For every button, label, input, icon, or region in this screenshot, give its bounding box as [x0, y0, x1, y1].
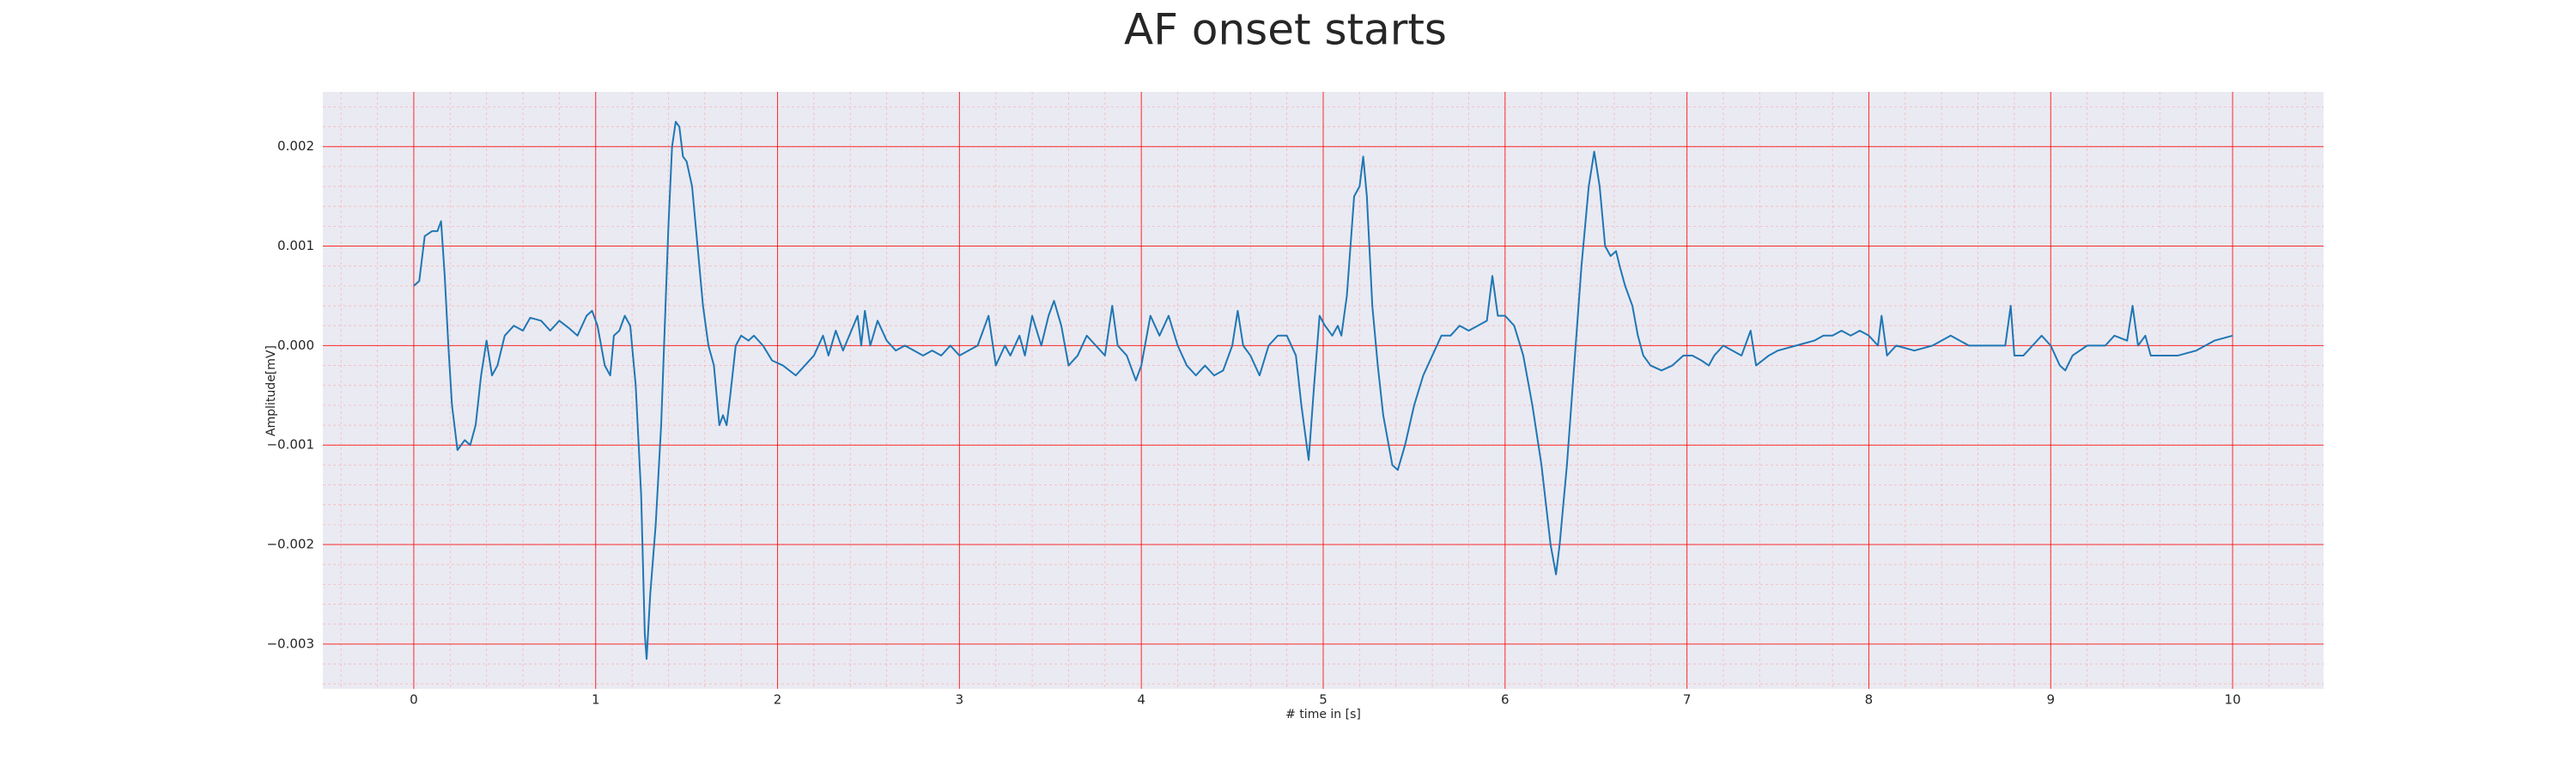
x-tick-label: 8 — [1865, 692, 1874, 708]
data-layer — [413, 120, 2233, 660]
x-tick-label: 6 — [1501, 692, 1510, 708]
major-grid — [323, 92, 2324, 689]
x-tick-label: 1 — [592, 692, 600, 708]
x-tick-label: 4 — [1137, 692, 1145, 708]
x-tick-label: 5 — [1319, 692, 1327, 708]
y-tick-label: 0.000 — [277, 338, 314, 353]
x-tick-label: 7 — [1683, 692, 1692, 708]
y-tick-label: 0.001 — [277, 238, 314, 253]
y-tick-label: 0.002 — [277, 138, 314, 154]
signal-line — [413, 120, 2233, 660]
y-tick-label: −0.003 — [266, 636, 314, 651]
y-tick-label: −0.001 — [266, 437, 314, 453]
x-tick-label: 3 — [956, 692, 964, 708]
y-tick-label: −0.002 — [266, 537, 314, 552]
x-tick-label: 2 — [774, 692, 782, 708]
y-axis-label: Amplitude[mV] — [264, 345, 278, 436]
chart-title: AF onset starts — [1124, 5, 1447, 55]
x-tick-label: 9 — [2046, 692, 2055, 708]
x-tick-label: 0 — [410, 692, 418, 708]
x-axis-label: # time in [s] — [1285, 708, 1361, 721]
x-tick-label: 10 — [2225, 692, 2241, 708]
